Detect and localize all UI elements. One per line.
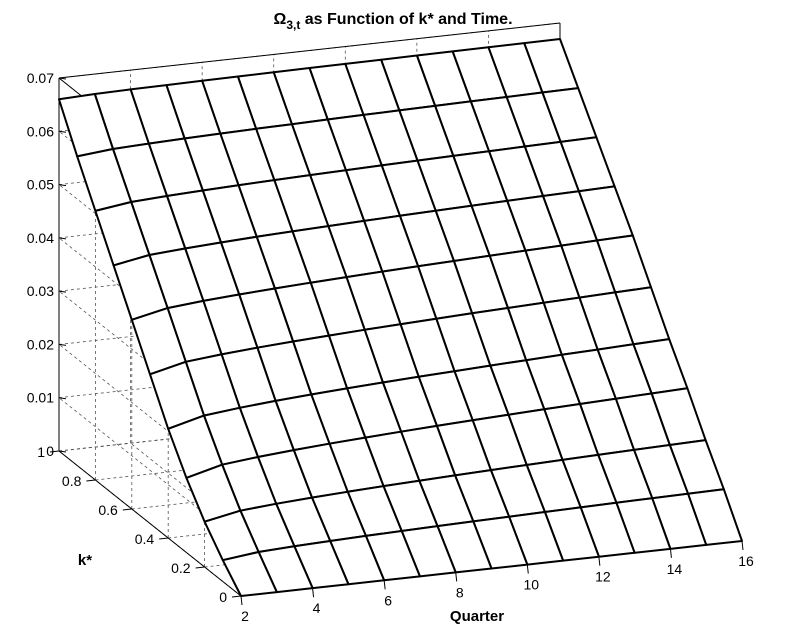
x-tick-label: 2 [241, 608, 249, 624]
y-tick-label: 0.4 [135, 531, 155, 547]
x-tick-mark [383, 580, 386, 590]
x-tick-mark [598, 556, 601, 566]
z-tick-label: 0.03 [27, 283, 54, 299]
title-subscript: 3,t [286, 18, 300, 32]
y-tick-label: 0 [219, 589, 227, 605]
x-tick-label: 10 [523, 577, 539, 593]
x-tick-label: 6 [384, 592, 392, 608]
x-tick-label: 4 [313, 600, 321, 616]
x-axis-label: Quarter [450, 608, 504, 625]
x-tick-mark [455, 572, 458, 582]
x-tick-mark [240, 595, 243, 606]
z-tick-label: 0.02 [27, 336, 54, 352]
axes: 0 0.01 0.02 0.03 0.04 0.05 0.06 0.07 0 0.2 0.4 0.6 0… [27, 70, 754, 624]
z-tick-label: 0.07 [27, 70, 54, 86]
y-tick-mark [122, 508, 132, 511]
y-axis-line [58, 450, 242, 597]
y-tick-label: 0.6 [98, 502, 118, 518]
title-rest: as Function of k* and Time. [300, 11, 512, 28]
x-tick-mark [669, 548, 672, 558]
z-tick-mark [58, 397, 67, 400]
x-axis-line [240, 540, 743, 597]
x-tick-mark [741, 540, 744, 551]
z-tick-mark [58, 450, 67, 453]
x-tick-label: 14 [667, 561, 683, 577]
z-tick-label: 0.01 [27, 390, 54, 406]
x-tick-label: 8 [456, 584, 464, 600]
z-tick-mark [58, 184, 67, 187]
z-tick-mark [58, 77, 67, 80]
z-tick-mark [58, 130, 67, 133]
z-tick-mark [58, 343, 67, 346]
y-tick-mark [231, 595, 242, 598]
y-tick-label: 1 [37, 444, 45, 460]
z-tick-mark [58, 290, 67, 293]
y-tick-mark [49, 450, 60, 453]
y-tick-mark [86, 479, 96, 482]
z-tick-mark [58, 237, 67, 240]
z-tick-label: 0.04 [27, 230, 54, 246]
y-tick-label: 0.8 [62, 473, 82, 489]
z-tick-label: 0 [46, 443, 54, 459]
y-axis-label: k* [78, 552, 92, 569]
x-tick-label: 12 [595, 569, 611, 585]
z-tick-label: 0.05 [27, 177, 54, 193]
surface-mesh [58, 38, 743, 597]
y-tick-mark [195, 566, 205, 569]
x-tick-label: 16 [738, 553, 754, 569]
z-tick-label: 0.06 [27, 123, 54, 139]
x-tick-mark [312, 588, 315, 598]
y-tick-mark [159, 537, 169, 540]
x-tick-mark [526, 564, 529, 574]
chart-title: Ω3,t as Function of k* and Time. [273, 11, 512, 32]
box-edge [58, 22, 561, 79]
title-symbol: Ω [273, 11, 286, 28]
y-tick-label: 0.2 [171, 560, 191, 576]
